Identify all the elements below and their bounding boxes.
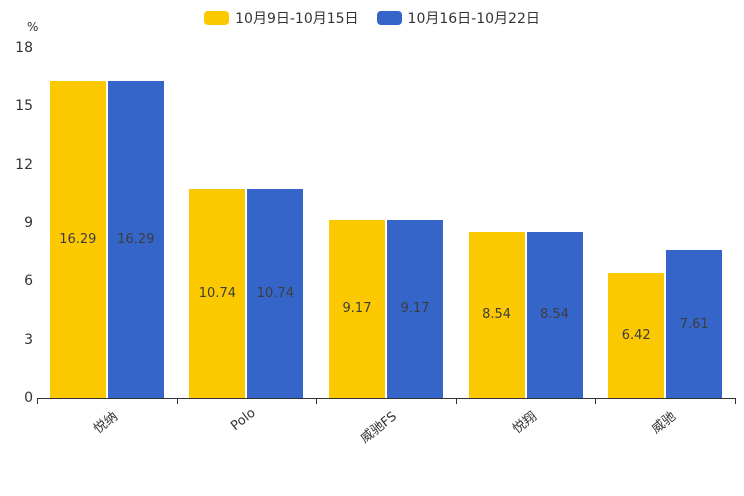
y-axis-tick-label: 0: [24, 390, 33, 406]
y-axis-tick-label: 9: [24, 215, 33, 231]
x-axis-tick: [176, 399, 178, 404]
bar-value-label: 7.61: [679, 316, 709, 332]
bar-week2-3: 9.17: [387, 219, 443, 398]
y-axis-tick-label: 18: [15, 40, 33, 56]
x-axis-line: [37, 398, 736, 399]
bar-value-label: 9.17: [400, 301, 430, 317]
bar-value-label: 16.29: [117, 232, 155, 248]
x-axis-tick: [37, 399, 38, 404]
bar-week1-1: 16.29: [49, 81, 106, 398]
bar-value-label: 10.74: [256, 286, 294, 302]
x-category-label: 悦纳: [90, 409, 121, 438]
bar-week1-2: 10.74: [189, 189, 246, 398]
y-axis-unit-label: %: [27, 20, 39, 34]
bar-week1-3: 9.17: [329, 219, 385, 398]
bar-value-label: 8.54: [540, 307, 570, 323]
y-axis-tick-label: 12: [15, 156, 33, 173]
legend-swatch-week2-icon: [376, 11, 402, 25]
x-axis-tick: [735, 399, 736, 404]
bar-week2-2: 10.74: [247, 189, 304, 398]
bar-value-label: 9.17: [342, 301, 372, 317]
legend-label-week1: 10月9日-10月15日: [235, 11, 359, 27]
y-axis-tick-label: 3: [24, 331, 33, 348]
x-axis-tick: [595, 399, 597, 404]
bar-value-label: 8.54: [482, 307, 512, 323]
bar-value-label: 10.74: [198, 286, 236, 302]
bar-week2-1: 16.29: [107, 81, 164, 398]
bar-week1-5: 6.42: [608, 273, 665, 398]
y-axis-tick-label: 6: [24, 273, 33, 290]
legend-item-week1[interactable]: 10月9日-10月15日: [204, 8, 359, 28]
legend: 10月9日-10月15日 10月16日-10月22日: [0, 8, 744, 28]
legend-label-week2: 10月16日-10月22日: [407, 11, 540, 27]
x-axis-tick: [455, 399, 457, 404]
legend-item-week2[interactable]: 10月16日-10月22日: [376, 8, 540, 28]
bar-week2-4: 8.54: [526, 231, 583, 398]
bar-week1-4: 8.54: [468, 231, 525, 398]
bar-value-label: 16.29: [59, 232, 97, 248]
bar-value-label: 6.42: [621, 328, 651, 344]
bar-week2-5: 7.61: [666, 250, 723, 398]
legend-swatch-week1-icon: [204, 11, 230, 25]
y-axis-tick-label: 15: [15, 98, 33, 115]
x-axis-tick: [316, 399, 318, 404]
